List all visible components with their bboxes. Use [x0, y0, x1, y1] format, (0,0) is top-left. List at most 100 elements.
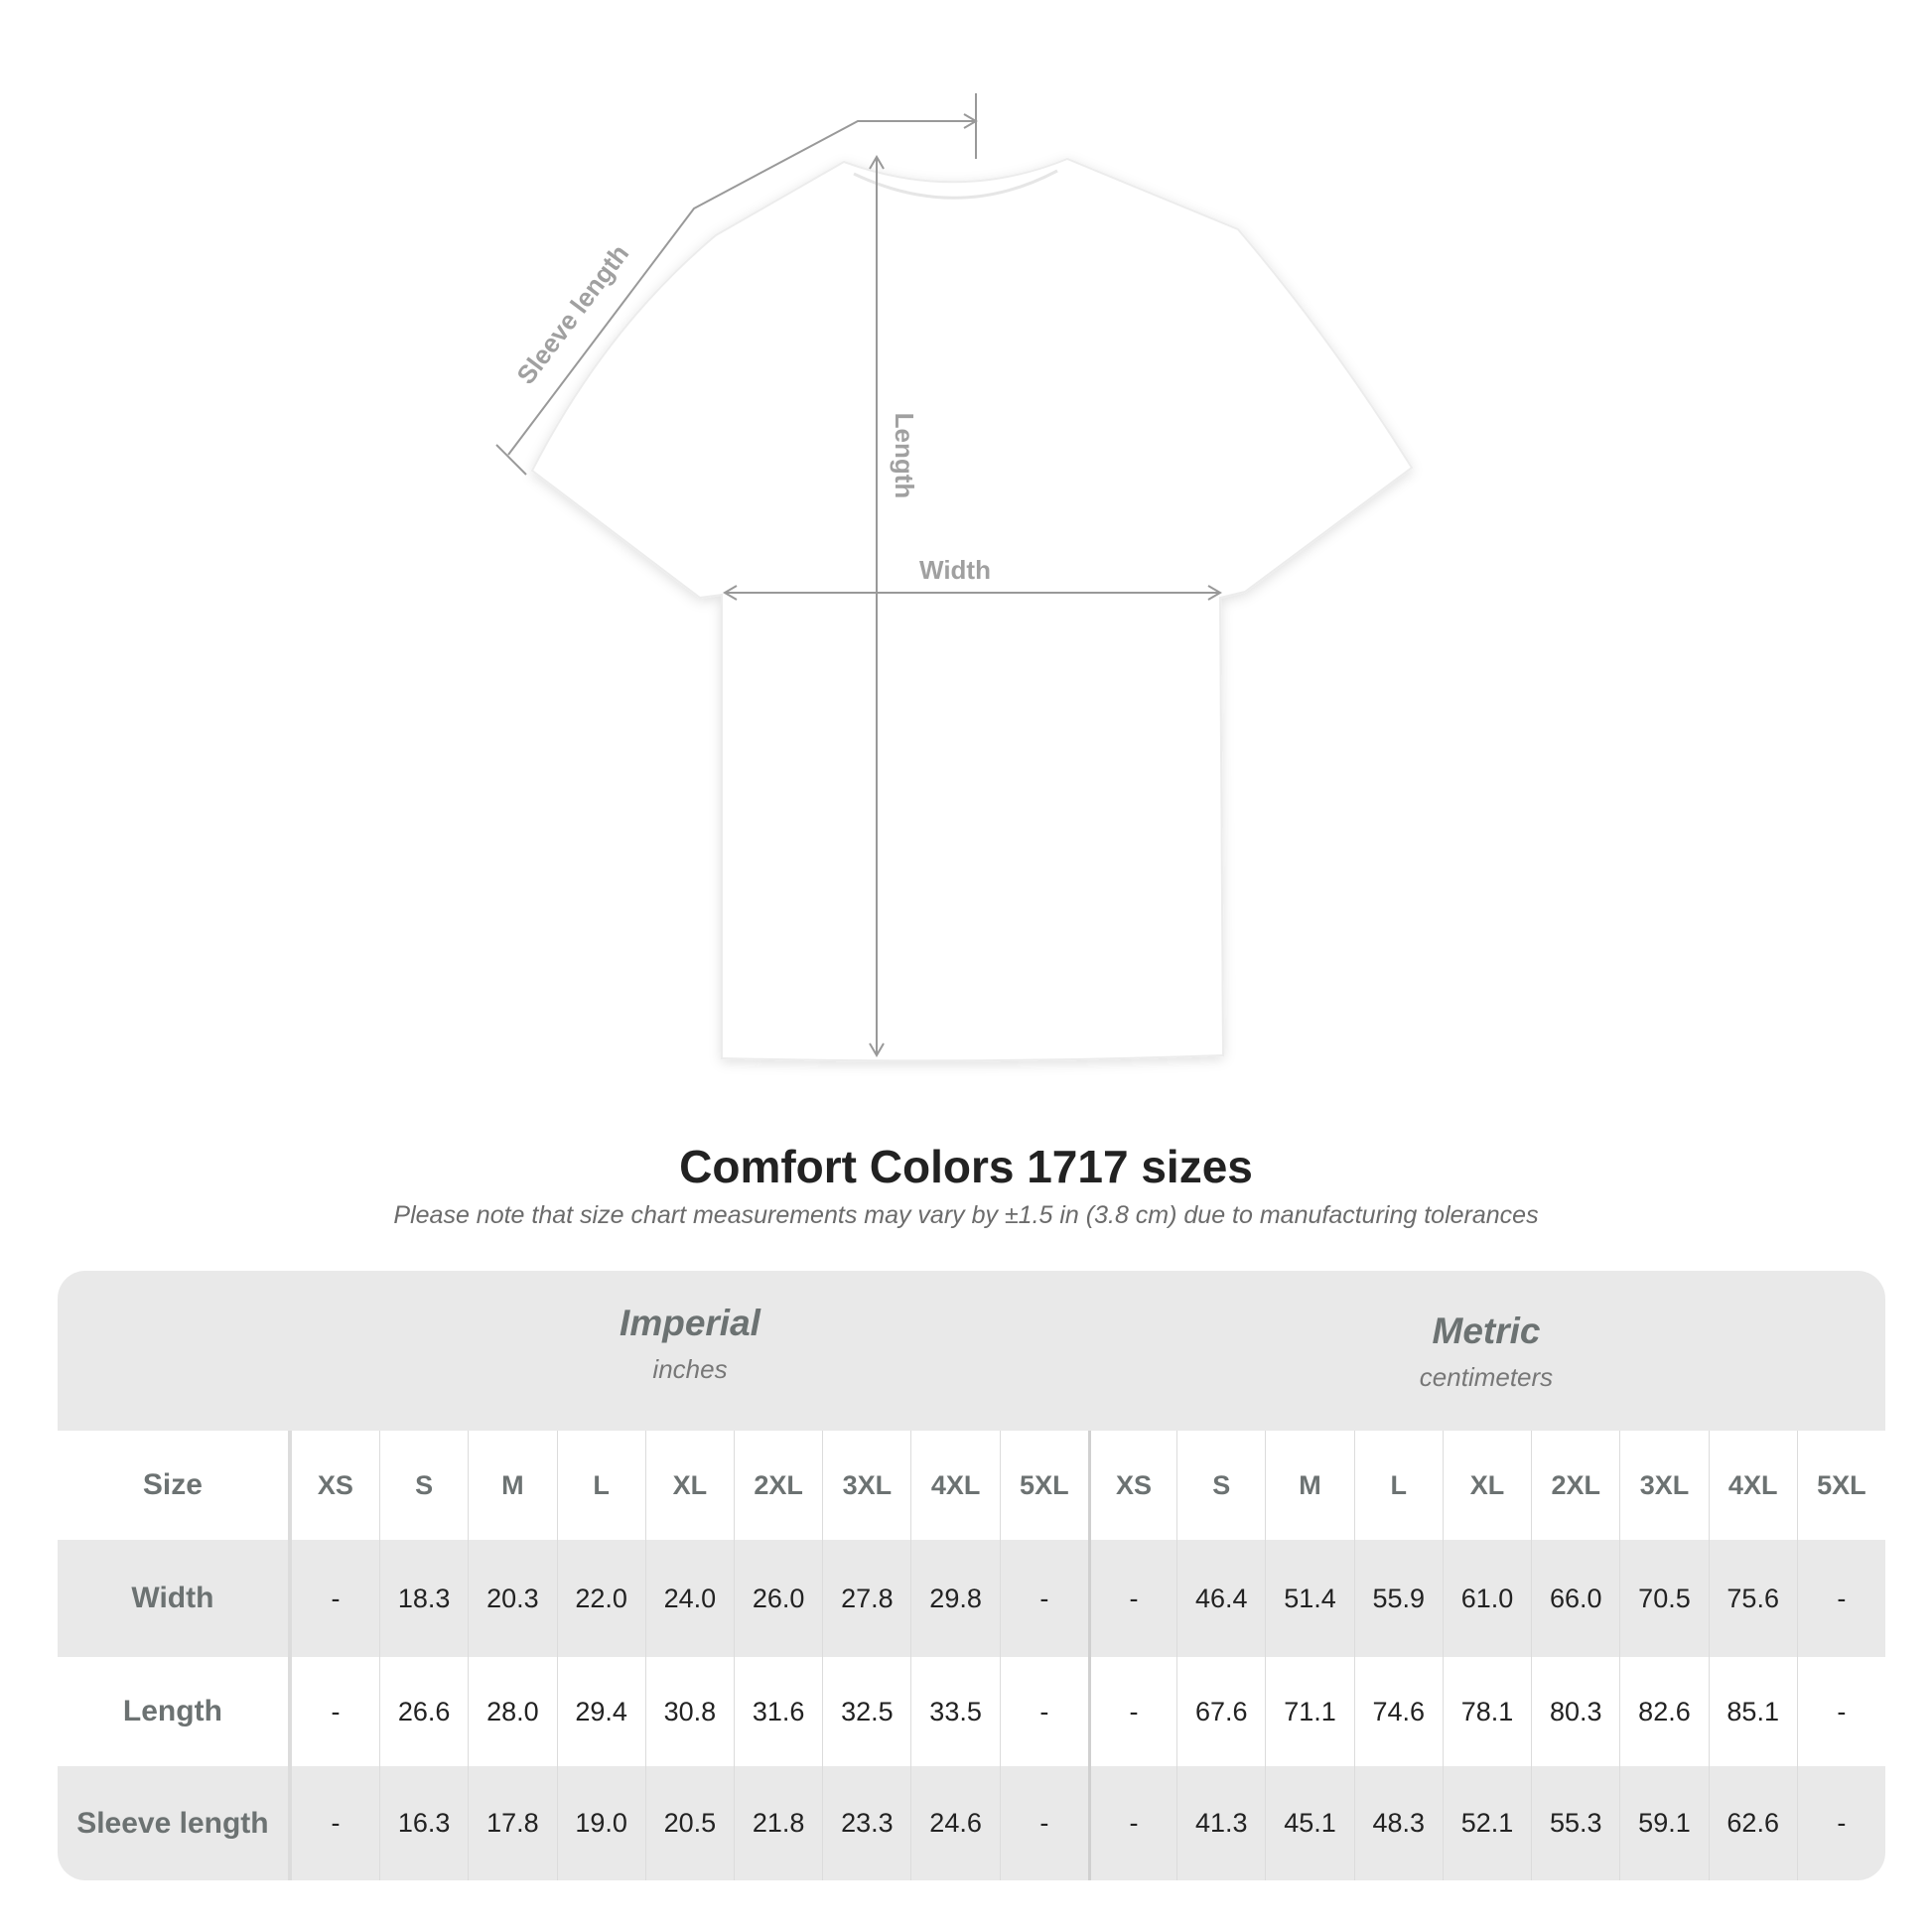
imperial-size-s: S	[379, 1431, 468, 1540]
metric-unit: centimeters	[1419, 1362, 1554, 1392]
metric-value-cell: -	[1796, 1540, 1885, 1657]
length-arrow-top	[869, 155, 885, 170]
metric-value-cell: -	[1796, 1657, 1885, 1766]
imperial-value-cell: -	[999, 1540, 1088, 1657]
imperial-value-cell: 27.8	[822, 1540, 910, 1657]
imperial-size-5xl: 5XL	[999, 1431, 1088, 1540]
metric-size-xl: XL	[1442, 1431, 1531, 1540]
imperial-value-cell: 19.0	[556, 1766, 645, 1880]
unit-header-band	[58, 1271, 1885, 1431]
metric-size-3xl: 3XL	[1619, 1431, 1708, 1540]
metric-value-cell: 61.0	[1442, 1540, 1531, 1657]
metric-value-cell: 46.4	[1176, 1540, 1265, 1657]
imperial-value-cell: -	[290, 1540, 379, 1657]
metric-title: Metric	[1432, 1311, 1541, 1351]
metric-size-xs: XS	[1087, 1431, 1176, 1540]
imperial-size-l: L	[556, 1431, 645, 1540]
imperial-value-cell: 21.8	[734, 1766, 822, 1880]
metric-value-cell: 78.1	[1442, 1657, 1531, 1766]
imperial-value-cell: 18.3	[379, 1540, 468, 1657]
imperial-size-xl: XL	[644, 1431, 734, 1540]
sleeve-tick-left	[495, 444, 527, 476]
page-title: Comfort Colors 1717 sizes	[679, 1141, 1253, 1192]
metric-size-2xl: 2XL	[1531, 1431, 1619, 1540]
imperial-value-cell: 24.0	[644, 1540, 734, 1657]
imperial-unit: inches	[652, 1354, 728, 1384]
metric-value-cell: 55.9	[1353, 1540, 1443, 1657]
imperial-value-cell: 30.8	[644, 1657, 734, 1766]
imperial-size-3xl: 3XL	[822, 1431, 910, 1540]
table-row-width: Width -18.3 20.3 22.0 24.0 26.0 27.8 29.8- -46.4…	[58, 1540, 1885, 1657]
metric-value-cell: 66.0	[1531, 1540, 1619, 1657]
metric-value-cell: 75.6	[1708, 1540, 1797, 1657]
metric-value-cell: 67.6	[1176, 1657, 1265, 1766]
imperial-value-cell: -	[290, 1766, 379, 1880]
metric-value-cell: 80.3	[1531, 1657, 1619, 1766]
metric-value-cell: 48.3	[1353, 1766, 1443, 1880]
metric-value-cell: 55.3	[1531, 1766, 1619, 1880]
tshirt-collar	[853, 169, 1058, 200]
length-label: Length	[890, 413, 919, 499]
length-arrow-bottom	[869, 1042, 885, 1057]
imperial-value-cell: 16.3	[379, 1766, 468, 1880]
metric-value-cell: 82.6	[1619, 1657, 1708, 1766]
table-row-length: Length -26.6 28.0 29.4 30.8 31.6 32.5 33.5- -67.…	[58, 1657, 1885, 1766]
imperial-header: Imperial inches	[291, 1303, 1089, 1385]
size-header-row: Size XS S M L XL 2XL 3XL 4XL 5XL XS S M L XL 2XL 3XL 4XL 5…	[58, 1431, 1885, 1540]
metric-value-cell: 45.1	[1265, 1766, 1353, 1880]
imperial-title: Imperial	[620, 1303, 760, 1343]
metric-size-4xl: 4XL	[1708, 1431, 1797, 1540]
row-label: Sleeve length	[58, 1766, 291, 1880]
imperial-value-cell: 31.6	[734, 1657, 822, 1766]
sleeve-line	[507, 120, 976, 456]
metric-size-l: L	[1353, 1431, 1443, 1540]
subtitle-note: Please note that size chart measurements…	[393, 1201, 1539, 1229]
imperial-size-2xl: 2XL	[734, 1431, 822, 1540]
metric-value-cell: -	[1087, 1766, 1176, 1880]
imperial-value-cell: 33.5	[910, 1657, 999, 1766]
tshirt-shape	[530, 157, 1414, 1062]
imperial-value-cell: 23.3	[822, 1766, 910, 1880]
imperial-value-cell: 20.3	[468, 1540, 556, 1657]
table-row-sleeve-length: Sleeve length -16.3 17.8 19.0 20.5 21.8 23.3 24…	[58, 1766, 1885, 1880]
size-table: Imperial inches Metric centimeters Size X…	[58, 1271, 1885, 1880]
imperial-value-cell: -	[999, 1657, 1088, 1766]
metric-value-cell: 85.1	[1708, 1657, 1797, 1766]
metric-value-cell: 70.5	[1619, 1540, 1708, 1657]
metric-value-cell: -	[1796, 1766, 1885, 1880]
imperial-value-cell: -	[999, 1766, 1088, 1880]
metric-header: Metric centimeters	[1087, 1311, 1885, 1393]
imperial-size-xs: XS	[290, 1431, 379, 1540]
metric-value-cell: -	[1087, 1540, 1176, 1657]
metric-size-s: S	[1176, 1431, 1265, 1540]
size-header-label: Size	[58, 1431, 291, 1540]
imperial-value-cell: 32.5	[822, 1657, 910, 1766]
imperial-size-4xl: 4XL	[910, 1431, 999, 1540]
imperial-value-cell: 28.0	[468, 1657, 556, 1766]
imperial-value-cell: 22.0	[556, 1540, 645, 1657]
imperial-value-cell: 29.4	[556, 1657, 645, 1766]
metric-value-cell: -	[1087, 1657, 1176, 1766]
metric-value-cell: 71.1	[1265, 1657, 1353, 1766]
row-label: Length	[58, 1657, 291, 1766]
metric-size-5xl: 5XL	[1796, 1431, 1885, 1540]
metric-value-cell: 74.6	[1353, 1657, 1443, 1766]
width-arrow-left	[723, 585, 738, 601]
imperial-value-cell: 26.0	[734, 1540, 822, 1657]
metric-value-cell: 41.3	[1176, 1766, 1265, 1880]
imperial-value-cell: 20.5	[644, 1766, 734, 1880]
imperial-value-cell: 26.6	[379, 1657, 468, 1766]
metric-value-cell: 51.4	[1265, 1540, 1353, 1657]
imperial-value-cell: 29.8	[910, 1540, 999, 1657]
imperial-value-cell: 17.8	[468, 1766, 556, 1880]
metric-value-cell: 59.1	[1619, 1766, 1708, 1880]
metric-value-cell: 62.6	[1708, 1766, 1797, 1880]
imperial-size-m: M	[468, 1431, 556, 1540]
imperial-value-cell: -	[290, 1657, 379, 1766]
imperial-value-cell: 24.6	[910, 1766, 999, 1880]
metric-size-m: M	[1265, 1431, 1353, 1540]
width-label: Width	[919, 555, 991, 585]
row-label: Width	[58, 1540, 291, 1657]
width-arrow-right	[1207, 585, 1222, 601]
